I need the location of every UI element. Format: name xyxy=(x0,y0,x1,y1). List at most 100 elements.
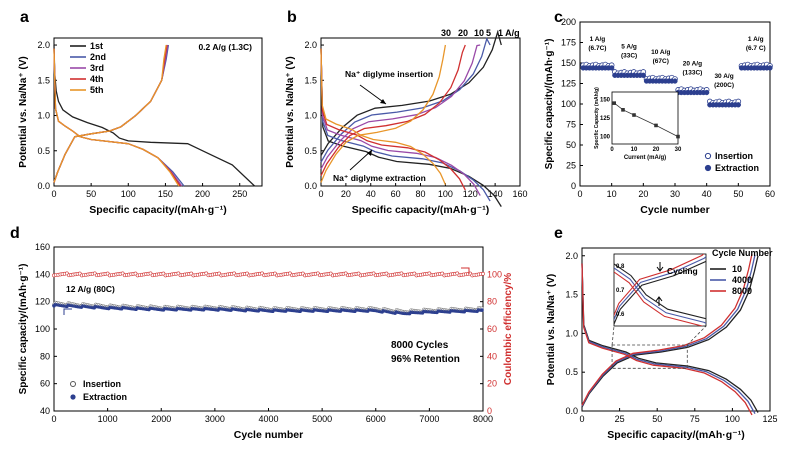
panel-b-xtick-label: 160 xyxy=(512,189,527,199)
panel-e-arrow-up xyxy=(655,296,663,306)
panel-c-letter: c xyxy=(554,9,563,26)
panel-e-inset-discharge-4000 xyxy=(614,267,706,325)
panel-a-ytick-label: 0.0 xyxy=(37,181,50,191)
panel-c-inset-point xyxy=(612,101,616,105)
panel-c-inset-point xyxy=(676,134,680,139)
panel-d-annotation: 12 A/g (80C) xyxy=(66,284,115,294)
panel-d-extraction-point xyxy=(480,308,484,312)
panel-e-inset-discharge-10 xyxy=(614,263,706,320)
panel-c-ytick-label: 50 xyxy=(566,140,576,150)
panel-e-xtick-label: 0 xyxy=(579,414,584,424)
panel-d-xlabel: Cycle number xyxy=(234,429,303,441)
panel-c-ytick-label: 125 xyxy=(561,79,576,89)
panel-c-legend-swatch-insertion xyxy=(704,152,712,160)
panel-b-discharge-1 xyxy=(320,48,502,207)
panel-c-xtick-label: 20 xyxy=(638,189,648,199)
panel-c-segment-label: 10 A/g xyxy=(651,49,670,56)
panel-d-ytick-label: 100 xyxy=(35,324,50,334)
panel-c-xtick-label: 30 xyxy=(670,189,680,199)
panel-a-legend-label: 5th xyxy=(90,85,104,95)
panel-e-ytick-label: 1.0 xyxy=(565,328,578,338)
panel-a-xtick-label: 250 xyxy=(232,189,247,199)
panel-d-left-axis-arrow xyxy=(63,308,72,315)
panel-b-xtick-label: 140 xyxy=(488,189,503,199)
panel-d-y2tick-label: 100 xyxy=(487,269,502,279)
panel-b-discharge-10 xyxy=(320,48,481,196)
panel-e-ytick-label: 0.5 xyxy=(565,367,578,377)
panel-c-segment-label: 5 A/g xyxy=(621,43,637,50)
panel-d-xtick-label: 3000 xyxy=(205,414,225,424)
panel-d-xtick-label: 0 xyxy=(51,414,56,424)
panel-c-ytick-label: 175 xyxy=(561,38,576,48)
panel-b-rate-label: 30 xyxy=(441,28,451,38)
panel-e-frame xyxy=(581,247,771,412)
panel-b-charge-20 xyxy=(320,44,466,176)
panel-c-inset-xtick-label: 30 xyxy=(675,147,682,153)
panel-c-segment-label: (6.7 C) xyxy=(746,45,766,52)
panel-a-discharge-5th xyxy=(53,48,180,187)
panel-a-legend-label: 3rd xyxy=(90,63,104,73)
panel-d-xtick-label: 6000 xyxy=(366,414,386,424)
panel-d-xtick-label: 2000 xyxy=(151,414,171,424)
panel-b-discharge-30 xyxy=(320,48,446,185)
panel-b-xtick-label: 40 xyxy=(366,189,376,199)
panel-c-inset-ytick-label: 100 xyxy=(600,135,611,141)
panel-c-inset-point xyxy=(632,113,636,117)
panel-a-legend-label: 2nd xyxy=(90,52,106,62)
panel-b-arrowhead-extraction xyxy=(367,150,372,156)
panel-b-annotation-insertion: Na⁺ diglyme insertion xyxy=(345,69,433,79)
panel-e-xtick-label: 125 xyxy=(762,414,777,424)
panel-b-rate-label: 10 xyxy=(474,28,484,38)
panel-e-arrow-down xyxy=(656,262,664,272)
panel-c-inset-point xyxy=(654,123,658,128)
panel-d-capacity-series xyxy=(52,300,484,316)
panel-a-legend-label: 4th xyxy=(90,74,104,84)
panel-c-xlabel: Cycle number xyxy=(640,204,709,216)
panel-a-ytick-label: 2.0 xyxy=(37,40,50,50)
panel-e-ylabel: Potential vs. Na/Na⁺ (V) xyxy=(546,274,557,385)
panel-b-discharge-20 xyxy=(320,48,466,191)
panel-b-xtick-label: 100 xyxy=(438,189,453,199)
panel-c-segment-label: (33C) xyxy=(621,52,637,59)
panel-c-segment-label: (6.7C) xyxy=(588,45,606,52)
panel-e-charge-4000 xyxy=(581,254,756,407)
panel-a-annotation: 0.2 A/g (1.3C) xyxy=(198,42,252,52)
panel-e-legend-title: Cycle Number xyxy=(712,248,773,258)
panel-b-discharge-5 xyxy=(320,48,491,202)
panel-c-legend-swatch-extraction xyxy=(704,164,712,172)
panel-e-xtick-label: 75 xyxy=(690,414,700,424)
panel-e-legend-label: 4000 xyxy=(732,275,752,285)
panel-c-inset-frame xyxy=(611,91,679,145)
panel-c-legend-label: Insertion xyxy=(715,151,753,161)
panel-c-point-extraction xyxy=(704,89,710,96)
panel-c-inset-xlabel: Current (mA/g) xyxy=(624,155,666,161)
panel-d-legend-swatch-insertion xyxy=(70,381,76,387)
panel-c-point-extraction xyxy=(735,102,741,108)
panel-e-legend-label: 10 xyxy=(732,264,742,274)
panel-c-ytick-label: 100 xyxy=(561,99,576,109)
panel-d-legend-label: Extraction xyxy=(83,392,127,402)
panel-e-zoom-connector xyxy=(611,325,615,346)
panel-d-ce-point xyxy=(481,271,485,276)
panel-d-ytick-label: 40 xyxy=(40,406,50,416)
panel-e-legend-label: 8000 xyxy=(732,286,752,296)
panel-a-xtick-label: 100 xyxy=(121,189,136,199)
panel-b-charge-30 xyxy=(320,44,447,183)
panel-c-segment-label: 20 A/g xyxy=(683,61,702,68)
panel-c-xtick-label: 50 xyxy=(733,189,743,199)
panel-c-segment-label: 1 A/g xyxy=(590,36,606,43)
panel-d-xtick-label: 1000 xyxy=(98,414,118,424)
panel-b-arrowhead-insertion xyxy=(380,99,386,104)
panel-d-y2label: Coulombic efficiency/% xyxy=(503,273,514,385)
panel-c-point-extraction xyxy=(672,78,678,84)
panel-c-point-extraction xyxy=(640,72,646,78)
panel-c-point-extraction xyxy=(609,65,615,71)
panel-e-xtick-label: 100 xyxy=(725,414,740,424)
panel-a-ytick-label: 0.5 xyxy=(37,146,50,156)
panel-a-charge-1st xyxy=(53,44,168,183)
panel-e-charge-8000 xyxy=(581,253,753,406)
panel-e-ytick-label: 1.5 xyxy=(565,290,578,300)
panel-b-xtick-label: 80 xyxy=(415,189,425,199)
panel-b-axes: 0 20 40 60 80 100 120 140 160 0.0 0.5 1.0 1.5 2.0 Spec… xyxy=(285,9,528,216)
panel-e-xtick-label: 50 xyxy=(652,414,662,424)
